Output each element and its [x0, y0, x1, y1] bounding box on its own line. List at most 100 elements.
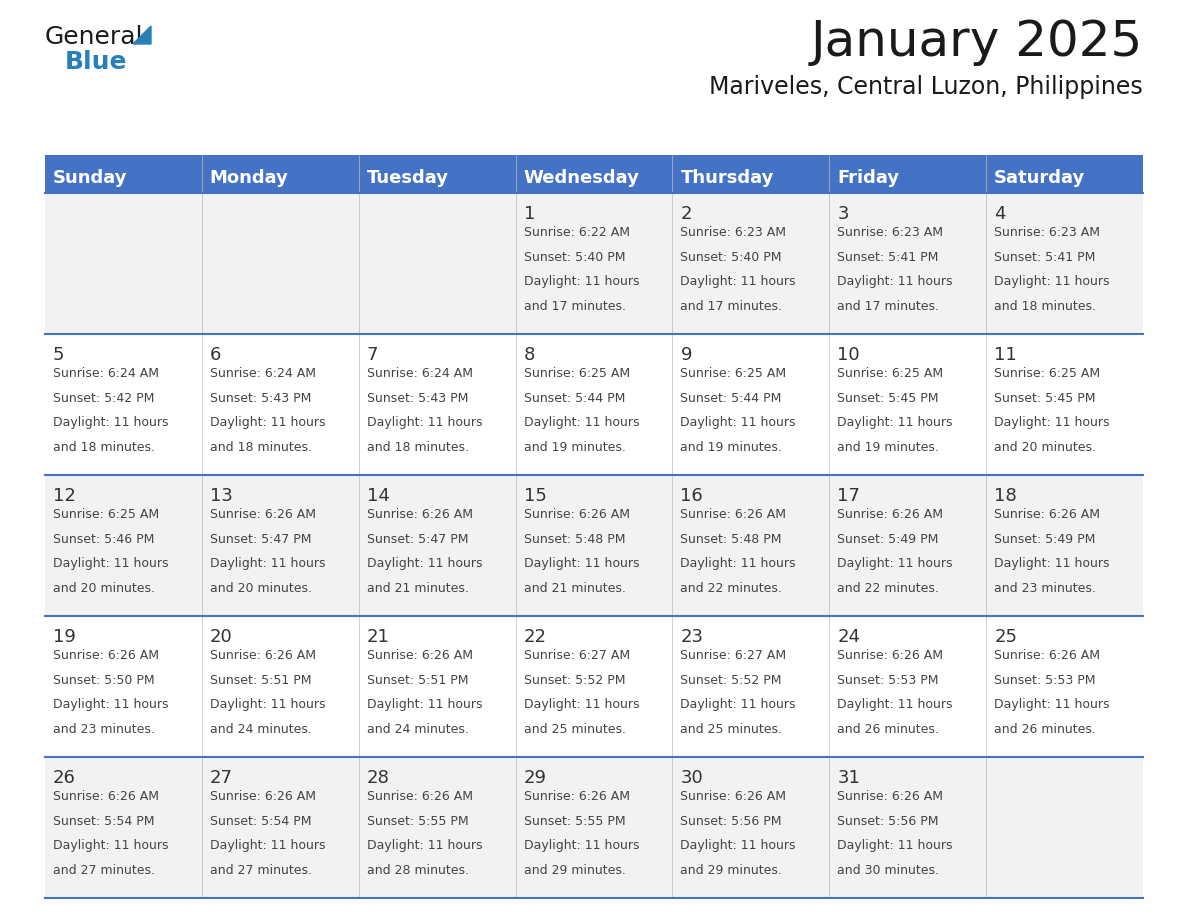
- Text: Sunset: 5:49 PM: Sunset: 5:49 PM: [838, 532, 939, 545]
- Text: Sunset: 5:41 PM: Sunset: 5:41 PM: [994, 251, 1095, 263]
- Text: Daylight: 11 hours: Daylight: 11 hours: [838, 839, 953, 852]
- Text: and 29 minutes.: and 29 minutes.: [681, 864, 783, 877]
- Text: Sunset: 5:42 PM: Sunset: 5:42 PM: [53, 392, 154, 405]
- Text: Sunrise: 6:24 AM: Sunrise: 6:24 AM: [210, 367, 316, 380]
- Text: Sunset: 5:41 PM: Sunset: 5:41 PM: [838, 251, 939, 263]
- Text: Sunset: 5:54 PM: Sunset: 5:54 PM: [53, 814, 154, 828]
- Text: Thursday: Thursday: [681, 169, 773, 187]
- Text: Sunrise: 6:25 AM: Sunrise: 6:25 AM: [524, 367, 630, 380]
- Text: Daylight: 11 hours: Daylight: 11 hours: [681, 417, 796, 430]
- Text: Sunset: 5:48 PM: Sunset: 5:48 PM: [524, 532, 625, 545]
- Text: Daylight: 11 hours: Daylight: 11 hours: [838, 417, 953, 430]
- Text: 28: 28: [367, 769, 390, 787]
- Text: Sunrise: 6:26 AM: Sunrise: 6:26 AM: [838, 790, 943, 803]
- Text: and 20 minutes.: and 20 minutes.: [53, 582, 154, 595]
- Text: and 17 minutes.: and 17 minutes.: [838, 300, 940, 313]
- Text: and 28 minutes.: and 28 minutes.: [367, 864, 469, 877]
- Text: 30: 30: [681, 769, 703, 787]
- Text: Sunset: 5:45 PM: Sunset: 5:45 PM: [994, 392, 1095, 405]
- Text: Sunrise: 6:26 AM: Sunrise: 6:26 AM: [994, 649, 1100, 662]
- Text: 24: 24: [838, 628, 860, 646]
- Text: and 21 minutes.: and 21 minutes.: [367, 582, 468, 595]
- Text: Sunrise: 6:25 AM: Sunrise: 6:25 AM: [838, 367, 943, 380]
- Text: Sunset: 5:54 PM: Sunset: 5:54 PM: [210, 814, 311, 828]
- Text: Sunset: 5:46 PM: Sunset: 5:46 PM: [53, 532, 154, 545]
- Text: Sunrise: 6:22 AM: Sunrise: 6:22 AM: [524, 226, 630, 239]
- Text: 11: 11: [994, 346, 1017, 364]
- Text: Sunrise: 6:26 AM: Sunrise: 6:26 AM: [53, 649, 159, 662]
- Text: Daylight: 11 hours: Daylight: 11 hours: [367, 839, 482, 852]
- Text: and 25 minutes.: and 25 minutes.: [681, 723, 783, 736]
- Text: 10: 10: [838, 346, 860, 364]
- Text: Sunrise: 6:26 AM: Sunrise: 6:26 AM: [210, 649, 316, 662]
- Text: Sunset: 5:56 PM: Sunset: 5:56 PM: [838, 814, 939, 828]
- Text: 15: 15: [524, 487, 546, 505]
- Text: Sunrise: 6:25 AM: Sunrise: 6:25 AM: [994, 367, 1100, 380]
- Text: Sunset: 5:53 PM: Sunset: 5:53 PM: [994, 674, 1095, 687]
- Text: Sunrise: 6:23 AM: Sunrise: 6:23 AM: [681, 226, 786, 239]
- Text: and 19 minutes.: and 19 minutes.: [681, 441, 783, 454]
- Text: Daylight: 11 hours: Daylight: 11 hours: [838, 699, 953, 711]
- Text: 31: 31: [838, 769, 860, 787]
- Text: Sunrise: 6:25 AM: Sunrise: 6:25 AM: [53, 508, 159, 521]
- Text: and 27 minutes.: and 27 minutes.: [210, 864, 312, 877]
- Text: Daylight: 11 hours: Daylight: 11 hours: [367, 557, 482, 570]
- Text: 6: 6: [210, 346, 221, 364]
- Text: Daylight: 11 hours: Daylight: 11 hours: [53, 699, 169, 711]
- Text: Daylight: 11 hours: Daylight: 11 hours: [994, 557, 1110, 570]
- Text: 9: 9: [681, 346, 691, 364]
- Text: Sunset: 5:52 PM: Sunset: 5:52 PM: [681, 674, 782, 687]
- Text: 12: 12: [53, 487, 76, 505]
- Text: 14: 14: [367, 487, 390, 505]
- Text: and 22 minutes.: and 22 minutes.: [838, 582, 940, 595]
- Text: Daylight: 11 hours: Daylight: 11 hours: [994, 417, 1110, 430]
- Text: 18: 18: [994, 487, 1017, 505]
- Text: Sunrise: 6:24 AM: Sunrise: 6:24 AM: [367, 367, 473, 380]
- Bar: [45, 193, 1143, 334]
- Text: 19: 19: [53, 628, 76, 646]
- Text: 22: 22: [524, 628, 546, 646]
- Text: Daylight: 11 hours: Daylight: 11 hours: [53, 557, 169, 570]
- Text: Sunrise: 6:26 AM: Sunrise: 6:26 AM: [367, 508, 473, 521]
- Text: Sunday: Sunday: [53, 169, 127, 187]
- Text: and 17 minutes.: and 17 minutes.: [681, 300, 783, 313]
- Text: Sunset: 5:43 PM: Sunset: 5:43 PM: [210, 392, 311, 405]
- Text: Daylight: 11 hours: Daylight: 11 hours: [524, 839, 639, 852]
- Text: 23: 23: [681, 628, 703, 646]
- Bar: [45, 616, 1143, 757]
- Text: and 19 minutes.: and 19 minutes.: [524, 441, 625, 454]
- Text: Daylight: 11 hours: Daylight: 11 hours: [367, 699, 482, 711]
- Text: Sunrise: 6:26 AM: Sunrise: 6:26 AM: [367, 649, 473, 662]
- Text: 25: 25: [994, 628, 1017, 646]
- Text: and 26 minutes.: and 26 minutes.: [994, 723, 1097, 736]
- Text: Daylight: 11 hours: Daylight: 11 hours: [838, 557, 953, 570]
- Text: and 22 minutes.: and 22 minutes.: [681, 582, 783, 595]
- Text: Sunset: 5:48 PM: Sunset: 5:48 PM: [681, 532, 782, 545]
- Text: and 18 minutes.: and 18 minutes.: [994, 300, 1097, 313]
- Text: and 24 minutes.: and 24 minutes.: [210, 723, 311, 736]
- Text: Sunrise: 6:26 AM: Sunrise: 6:26 AM: [681, 508, 786, 521]
- Text: 26: 26: [53, 769, 76, 787]
- Text: Monday: Monday: [210, 169, 289, 187]
- Text: 7: 7: [367, 346, 378, 364]
- Text: Sunset: 5:50 PM: Sunset: 5:50 PM: [53, 674, 154, 687]
- Text: and 23 minutes.: and 23 minutes.: [53, 723, 154, 736]
- Polygon shape: [133, 26, 151, 44]
- Text: Daylight: 11 hours: Daylight: 11 hours: [838, 275, 953, 288]
- Text: Daylight: 11 hours: Daylight: 11 hours: [681, 557, 796, 570]
- Text: Sunset: 5:55 PM: Sunset: 5:55 PM: [524, 814, 625, 828]
- Text: Friday: Friday: [838, 169, 899, 187]
- Text: Sunrise: 6:26 AM: Sunrise: 6:26 AM: [367, 790, 473, 803]
- Text: Sunrise: 6:26 AM: Sunrise: 6:26 AM: [210, 790, 316, 803]
- Text: and 30 minutes.: and 30 minutes.: [838, 864, 940, 877]
- Text: Sunrise: 6:26 AM: Sunrise: 6:26 AM: [681, 790, 786, 803]
- Text: Daylight: 11 hours: Daylight: 11 hours: [210, 839, 326, 852]
- Text: Sunrise: 6:23 AM: Sunrise: 6:23 AM: [994, 226, 1100, 239]
- Bar: [45, 757, 1143, 898]
- Text: Daylight: 11 hours: Daylight: 11 hours: [681, 275, 796, 288]
- Text: Daylight: 11 hours: Daylight: 11 hours: [53, 417, 169, 430]
- Text: Sunrise: 6:26 AM: Sunrise: 6:26 AM: [210, 508, 316, 521]
- Text: 1: 1: [524, 205, 535, 223]
- Text: 3: 3: [838, 205, 848, 223]
- Text: Sunset: 5:52 PM: Sunset: 5:52 PM: [524, 674, 625, 687]
